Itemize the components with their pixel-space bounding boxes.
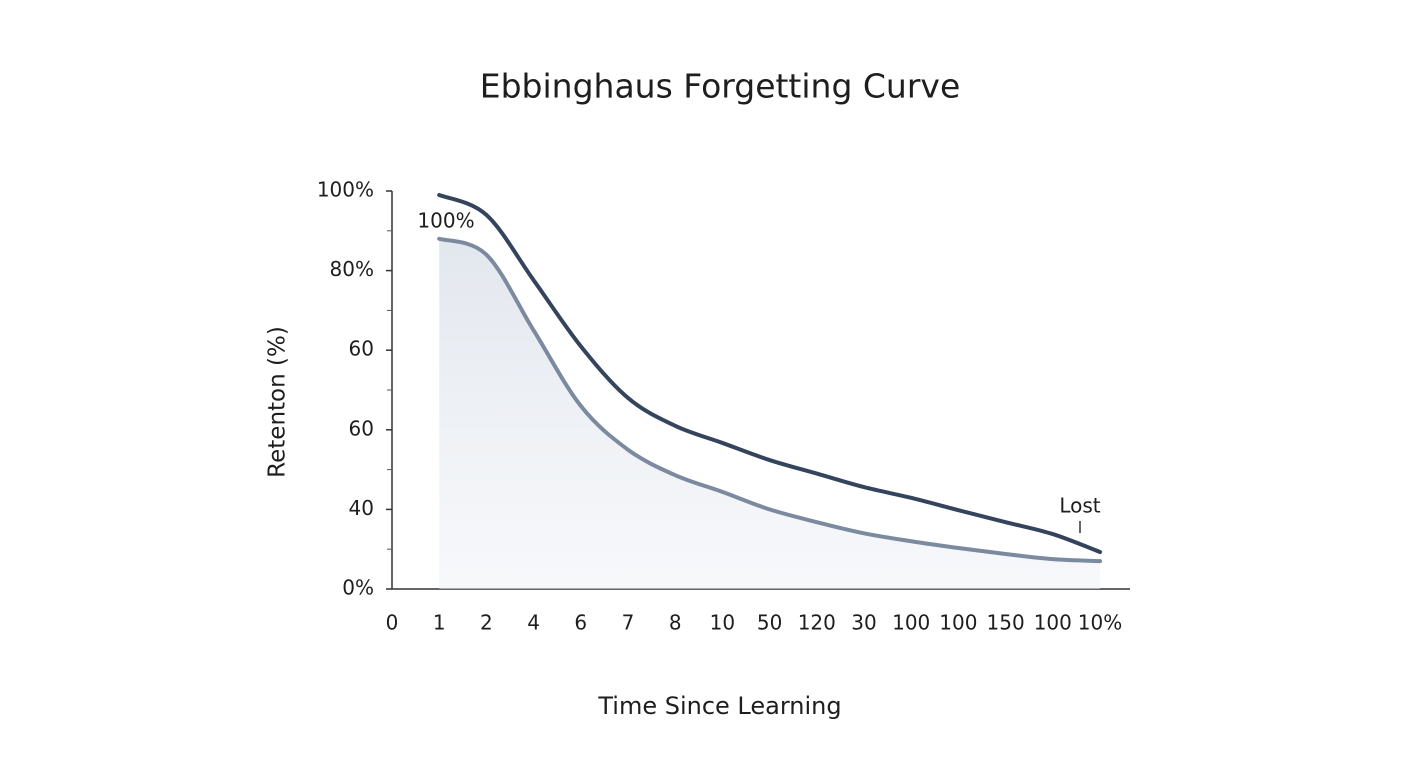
x-tick-label: 100 — [892, 611, 930, 635]
y-tick-label: 80% — [330, 257, 374, 281]
chart-title: Ebbinghaus Forgetting Curve — [480, 67, 961, 106]
y-tick-label: 60 — [349, 416, 374, 440]
x-axis-label: Time Since Learning — [597, 692, 841, 720]
x-tick-label: 4 — [527, 611, 540, 635]
area — [439, 238, 1100, 589]
line — [437, 192, 1102, 554]
x-tick-label: 10% — [1078, 611, 1122, 635]
annotation: Lost — [1059, 494, 1100, 518]
annotation: 100% — [417, 209, 474, 233]
x-tick-label: 8 — [669, 611, 682, 635]
x-tick-label: 120 — [798, 611, 836, 635]
x-tick-label: 1 — [433, 611, 446, 635]
x-tick-label: 0 — [386, 611, 399, 635]
x-tick-label: 30 — [851, 611, 876, 635]
y-tick-label: 0% — [342, 576, 374, 600]
x-tick-label: 7 — [622, 611, 635, 635]
x-tick-label: 6 — [574, 611, 587, 635]
y-tick-label: 100% — [317, 178, 374, 202]
x-tick-label: 100 — [1034, 611, 1072, 635]
y-tick-label: 60 — [349, 337, 374, 361]
y-tick-label: 40 — [349, 496, 374, 520]
x-tick-label: 100 — [939, 611, 977, 635]
x-tick-label: 150 — [987, 611, 1025, 635]
x-tick-label: 2 — [480, 611, 493, 635]
x-tick-label: 10 — [710, 611, 735, 635]
y-axis-label: Retenton (%) — [265, 326, 291, 478]
x-tick-label: 50 — [757, 611, 782, 635]
line — [437, 236, 1102, 564]
